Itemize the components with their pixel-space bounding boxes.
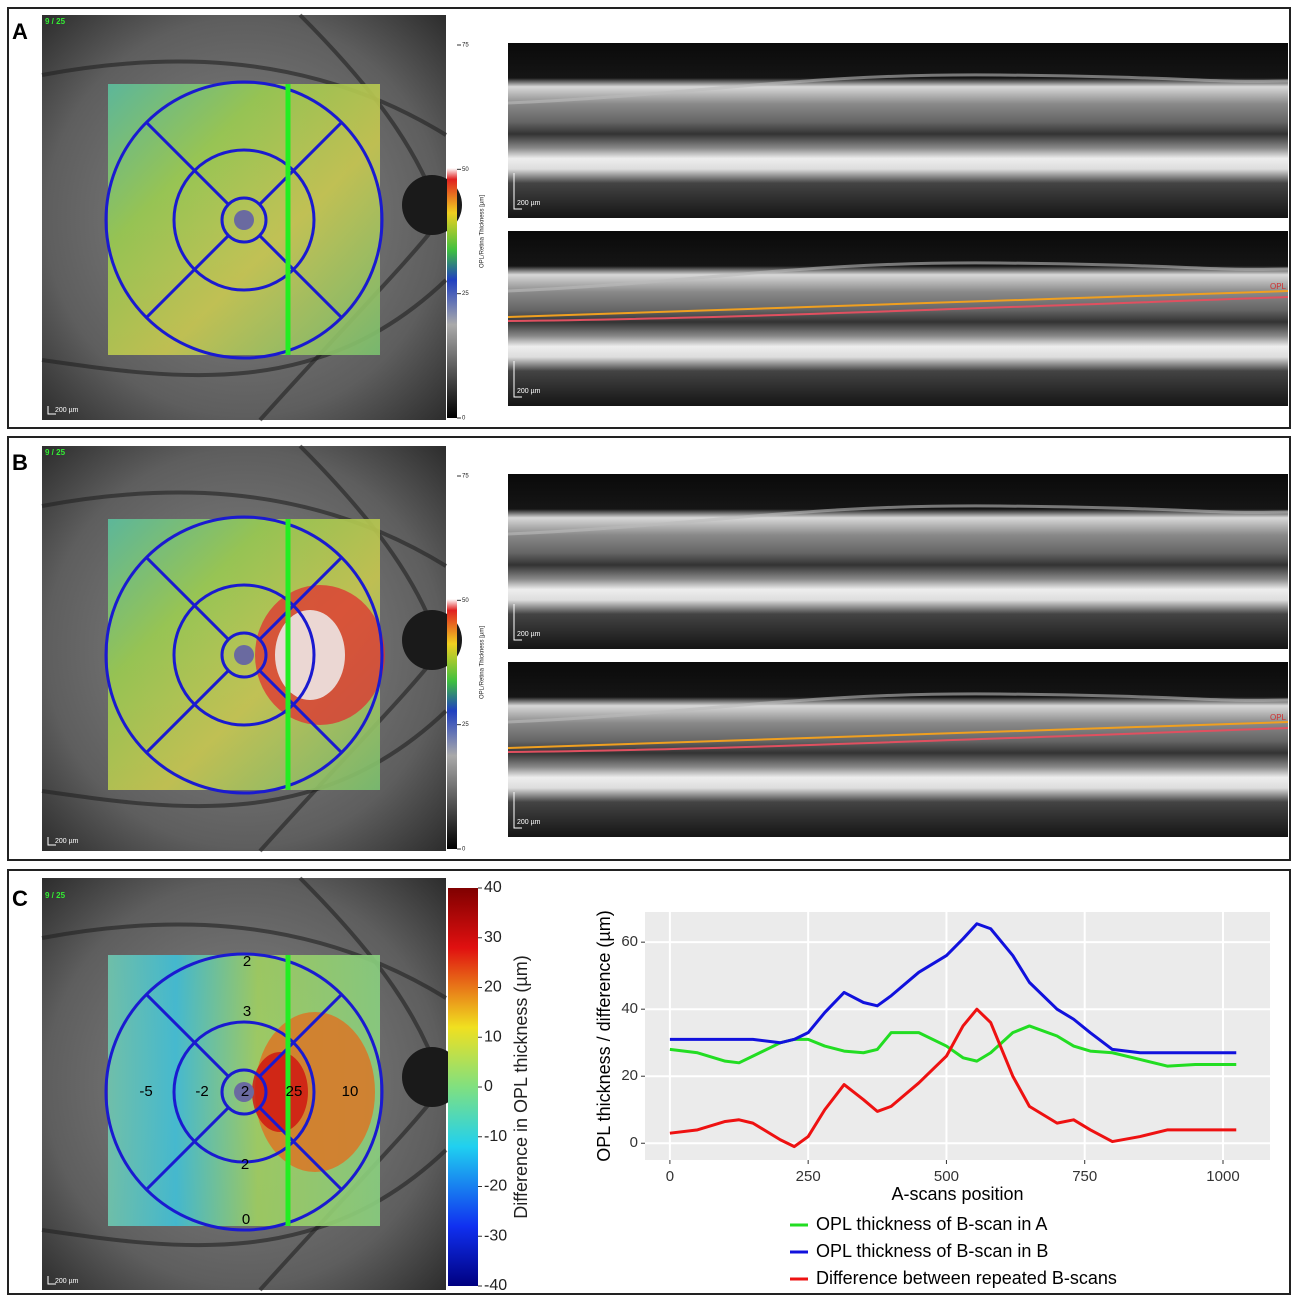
colorbar-tick-label: 30 — [484, 929, 502, 946]
scale-label: 200 µm — [517, 819, 541, 826]
scale-label: 200 µm — [517, 200, 541, 207]
colorbar-tick-label: 50 — [462, 598, 469, 604]
x-tick-label: 500 — [934, 1168, 959, 1185]
sector-value: 3 — [243, 1003, 251, 1020]
legend-label: Difference between repeated B-scans — [816, 1268, 1117, 1288]
colorbar — [448, 888, 478, 1286]
colorbar-tick-label: 0 — [462, 847, 466, 853]
fovea — [234, 210, 254, 230]
colorbar-title: Difference in OPL thickness (µm) — [511, 955, 531, 1218]
y-tick-label: 20 — [621, 1067, 638, 1084]
colorbar-tick-label: 25 — [462, 291, 469, 297]
colorbar-tick-label: -10 — [484, 1128, 507, 1145]
colorbar-tick-label: 75 — [462, 43, 469, 49]
x-tick-label: 750 — [1072, 1168, 1097, 1185]
sector-value: 2 — [241, 1156, 249, 1173]
sector-value: 2 — [241, 1083, 249, 1100]
legend-label: OPL thickness of B-scan in A — [816, 1214, 1047, 1234]
colorbar-tick-label: 20 — [484, 979, 502, 996]
colorbar — [447, 476, 457, 849]
colorbar-tick-label: 10 — [484, 1028, 502, 1045]
sector-value: 0 — [242, 1211, 250, 1228]
x-tick-label: 250 — [796, 1168, 821, 1185]
scan-index: 9 / 25 — [45, 17, 66, 26]
y-tick-label: 60 — [621, 933, 638, 950]
colorbar-tick-label: -30 — [484, 1227, 507, 1244]
y-axis-label: OPL thickness / difference (µm) — [594, 910, 614, 1161]
scale-label: 200 µm — [55, 407, 79, 414]
panel-label: B — [12, 450, 28, 475]
sector-value: 10 — [342, 1083, 359, 1100]
layer-label: OPL — [1270, 282, 1287, 291]
scale-label: 200 µm — [55, 838, 79, 845]
panel-label: C — [12, 886, 28, 911]
oct-bscan — [508, 474, 1288, 649]
scan-index: 9 / 25 — [45, 448, 66, 457]
oct-bscan — [508, 43, 1288, 218]
panel-label: A — [12, 19, 28, 44]
fovea — [234, 645, 254, 665]
colorbar-title: OPL/Retina Thickness [µm] — [480, 626, 486, 699]
x-tick-label: 1000 — [1206, 1168, 1239, 1185]
colorbar-tick-label: -40 — [484, 1277, 507, 1294]
scale-label: 200 µm — [517, 631, 541, 638]
colorbar — [447, 45, 457, 418]
sector-value: -2 — [195, 1083, 208, 1100]
x-axis-label: A-scans position — [891, 1184, 1023, 1204]
colorbar-title: OPL/Retina Thickness [µm] — [480, 195, 486, 268]
y-tick-label: 40 — [621, 1000, 638, 1017]
legend-label: OPL thickness of B-scan in B — [816, 1241, 1048, 1261]
colorbar-tick-label: 25 — [462, 722, 469, 728]
colorbar-tick-label: 75 — [462, 474, 469, 480]
layer-label: OPL — [1270, 713, 1287, 722]
colorbar-tick-label: 0 — [484, 1078, 493, 1095]
colorbar-tick-label: 50 — [462, 167, 469, 173]
scale-label: 200 µm — [55, 1278, 79, 1285]
colorbar-tick-label: 40 — [484, 879, 502, 896]
sector-value: 2 — [243, 953, 251, 970]
sector-value: 25 — [286, 1083, 303, 1100]
y-tick-label: 0 — [630, 1134, 638, 1151]
colorbar-tick-label: 0 — [462, 416, 466, 422]
colorbar-tick-label: -20 — [484, 1178, 507, 1195]
x-tick-label: 0 — [666, 1168, 674, 1185]
scan-index: 9 / 25 — [45, 891, 66, 900]
figure: A9 / 25200 µm7550250OPL/Retina Thickness… — [0, 0, 1291, 1295]
sector-value: -5 — [139, 1083, 152, 1100]
scale-label: 200 µm — [517, 388, 541, 395]
